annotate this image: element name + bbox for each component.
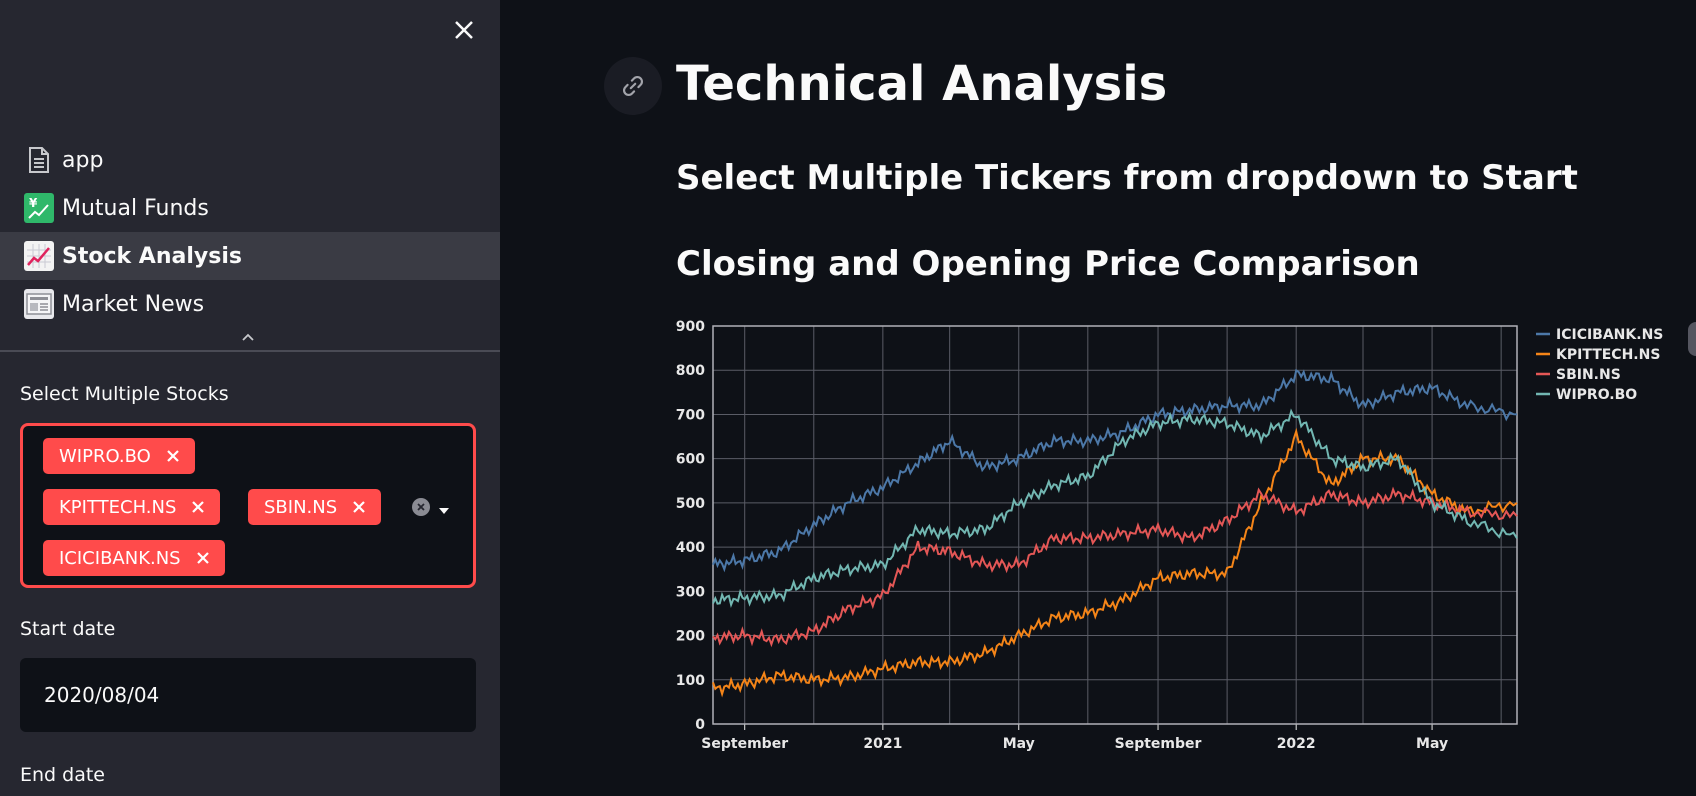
series-line-kpittech-ns: [712, 427, 1518, 698]
sidebar-item-market-news[interactable]: Market News: [0, 280, 500, 328]
start-date-label: Start date: [20, 618, 116, 640]
sidebar-item-stock-analysis[interactable]: Stock Analysis: [0, 232, 500, 280]
ticker-tag: WIPRO.BO: [43, 438, 195, 474]
scrollbar-handle[interactable]: [1688, 322, 1696, 356]
remove-tag-button[interactable]: [191, 546, 215, 570]
x-tick-label: May: [1003, 736, 1035, 752]
collapse-nav-button[interactable]: [238, 330, 258, 344]
y-tick-label: 400: [676, 540, 705, 556]
sidebar: app ¥ Mutual Funds Stock: [0, 0, 500, 796]
link-icon: [623, 76, 643, 96]
heading-anchor-link[interactable]: [604, 57, 662, 115]
yen-chart-icon: ¥: [24, 193, 54, 223]
x-tick-label: September: [701, 736, 788, 752]
sidebar-nav: app ¥ Mutual Funds Stock: [0, 136, 500, 328]
x-tick-label: May: [1416, 736, 1448, 752]
sidebar-item-app[interactable]: app: [0, 136, 500, 184]
dropdown-toggle[interactable]: [437, 501, 451, 514]
plot-frame: [712, 325, 1518, 725]
caret-down-icon: [439, 508, 449, 514]
stocks-multiselect[interactable]: WIPRO.BO KPITTECH.NS SBIN.NS: [20, 423, 476, 588]
y-tick-label: 600: [676, 452, 705, 468]
y-tick-label: 0: [695, 717, 705, 733]
chart-svg: 0 100 200 300 400 500 600 700 800 900 September 202…: [676, 319, 1664, 752]
close-icon: [196, 552, 209, 564]
ticker-tag: SBIN.NS: [248, 489, 382, 525]
sidebar-item-mutual-funds[interactable]: ¥ Mutual Funds: [0, 184, 500, 232]
ticker-tag-label: WIPRO.BO: [59, 445, 151, 467]
newspaper-icon: [24, 289, 54, 319]
page-title: Technical Analysis: [676, 56, 1168, 112]
y-tick-label: 200: [676, 629, 705, 645]
series-line-wipro-bo: [712, 408, 1518, 608]
close-icon: [353, 501, 365, 513]
series-line-icicibank-ns: [712, 368, 1518, 573]
chart-increasing-icon: [24, 241, 54, 271]
chevron-up-icon: [242, 333, 254, 341]
y-tick-label: 700: [676, 407, 705, 423]
sidebar-item-label: app: [62, 147, 104, 173]
end-date-label: End date: [20, 764, 105, 786]
ticker-tag-label: KPITTECH.NS: [59, 496, 177, 518]
close-icon: [167, 450, 179, 462]
multiselect-label: Select Multiple Stocks: [20, 383, 229, 405]
svg-text:¥: ¥: [29, 196, 38, 210]
sidebar-item-label: Mutual Funds: [62, 195, 209, 221]
ticker-tag-label: SBIN.NS: [264, 496, 338, 518]
y-tick-label: 900: [676, 319, 705, 335]
sidebar-item-label: Market News: [62, 291, 205, 317]
sidebar-divider: [0, 350, 500, 352]
start-date-input[interactable]: 2020/08/04: [20, 658, 476, 732]
clear-all-button[interactable]: [412, 498, 430, 516]
y-tick-label: 500: [676, 496, 705, 512]
subheading-price-comparison: Closing and Opening Price Comparison: [676, 244, 1420, 284]
y-tick-label: 300: [676, 584, 705, 600]
x-tick-label: September: [1115, 736, 1202, 752]
start-date-value: 2020/08/04: [44, 683, 160, 707]
clear-icon: [417, 503, 425, 511]
legend-label[interactable]: WIPRO.BO: [1556, 387, 1637, 403]
y-tick-label: 800: [676, 363, 705, 379]
ticker-tag-label: ICICIBANK.NS: [59, 547, 181, 569]
document-icon: [24, 145, 54, 175]
ticker-tag: ICICIBANK.NS: [43, 540, 225, 576]
close-icon: [455, 21, 473, 39]
close-sidebar-button[interactable]: [448, 14, 480, 46]
sidebar-item-label: Stock Analysis: [62, 243, 242, 269]
remove-tag-button[interactable]: [347, 495, 371, 519]
remove-tag-button[interactable]: [161, 444, 185, 468]
x-tick-label: 2021: [863, 736, 902, 752]
remove-tag-button[interactable]: [186, 495, 210, 519]
legend-label[interactable]: ICICIBANK.NS: [1556, 327, 1663, 343]
legend-label[interactable]: SBIN.NS: [1556, 367, 1621, 383]
close-icon: [192, 501, 205, 513]
ticker-tag: KPITTECH.NS: [43, 489, 221, 525]
price-comparison-chart[interactable]: 0 100 200 300 400 500 600 700 800 900 September 202…: [660, 312, 1696, 772]
legend-label[interactable]: KPITTECH.NS: [1556, 347, 1660, 363]
x-tick-label: 2022: [1277, 736, 1316, 752]
subheading-select-tickers: Select Multiple Tickers from dropdown to…: [676, 158, 1578, 198]
y-tick-label: 100: [676, 673, 705, 689]
series-line-sbin-ns: [712, 486, 1518, 648]
